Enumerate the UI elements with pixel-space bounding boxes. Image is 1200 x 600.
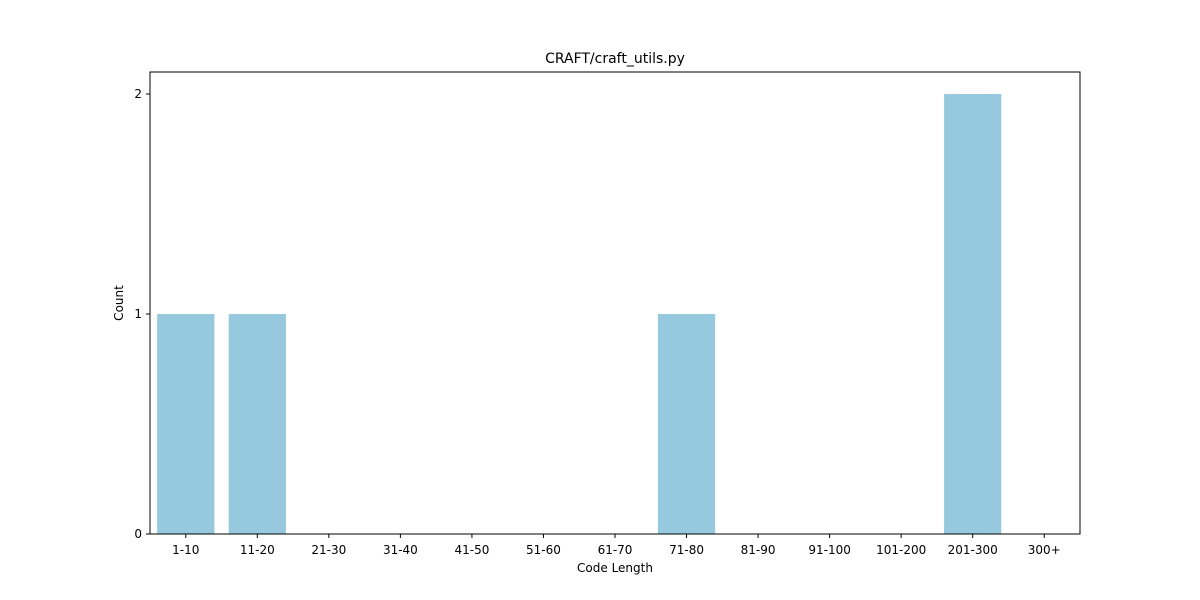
y-tick-label: 0 bbox=[134, 527, 142, 541]
bar-11-20 bbox=[228, 314, 286, 534]
x-axis-ticks: 1-10 11-20 21-30 31-40 41-50 51-60 61-70 71-80 8… bbox=[172, 534, 1061, 557]
y-axis-ticks: 0 1 2 bbox=[134, 87, 150, 541]
chart-title: CRAFT/craft_utils.py bbox=[545, 51, 685, 67]
x-axis-label: Code Length bbox=[577, 561, 653, 575]
bars-group bbox=[157, 94, 1002, 534]
x-tick-label: 1-10 bbox=[172, 543, 199, 557]
x-tick-label: 101-200 bbox=[876, 543, 926, 557]
x-tick-label: 31-40 bbox=[383, 543, 418, 557]
x-tick-label: 91-100 bbox=[808, 543, 851, 557]
x-tick-label: 71-80 bbox=[669, 543, 704, 557]
y-axis-label: Count bbox=[112, 285, 126, 321]
x-tick-label: 41-50 bbox=[454, 543, 489, 557]
y-tick-label: 1 bbox=[134, 307, 142, 321]
bar-201-300 bbox=[944, 94, 1002, 534]
x-tick-label: 300+ bbox=[1028, 543, 1061, 557]
bar-1-10 bbox=[157, 314, 215, 534]
x-tick-label: 51-60 bbox=[526, 543, 561, 557]
bar-71-80 bbox=[657, 314, 716, 534]
y-tick-label: 2 bbox=[134, 87, 142, 101]
x-tick-label: 21-30 bbox=[311, 543, 346, 557]
plot-frame bbox=[149, 71, 1081, 535]
x-tick-label: 201-300 bbox=[948, 543, 998, 557]
x-tick-label: 81-90 bbox=[741, 543, 776, 557]
x-tick-label: 11-20 bbox=[240, 543, 275, 557]
x-tick-label: 61-70 bbox=[598, 543, 633, 557]
